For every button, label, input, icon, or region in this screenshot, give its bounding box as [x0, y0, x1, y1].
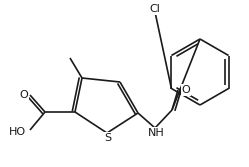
Text: HO: HO	[9, 127, 26, 137]
Text: O: O	[182, 85, 190, 95]
Text: NH: NH	[148, 128, 164, 138]
Text: Cl: Cl	[150, 4, 160, 14]
Text: S: S	[104, 133, 112, 143]
Text: O: O	[19, 90, 28, 100]
